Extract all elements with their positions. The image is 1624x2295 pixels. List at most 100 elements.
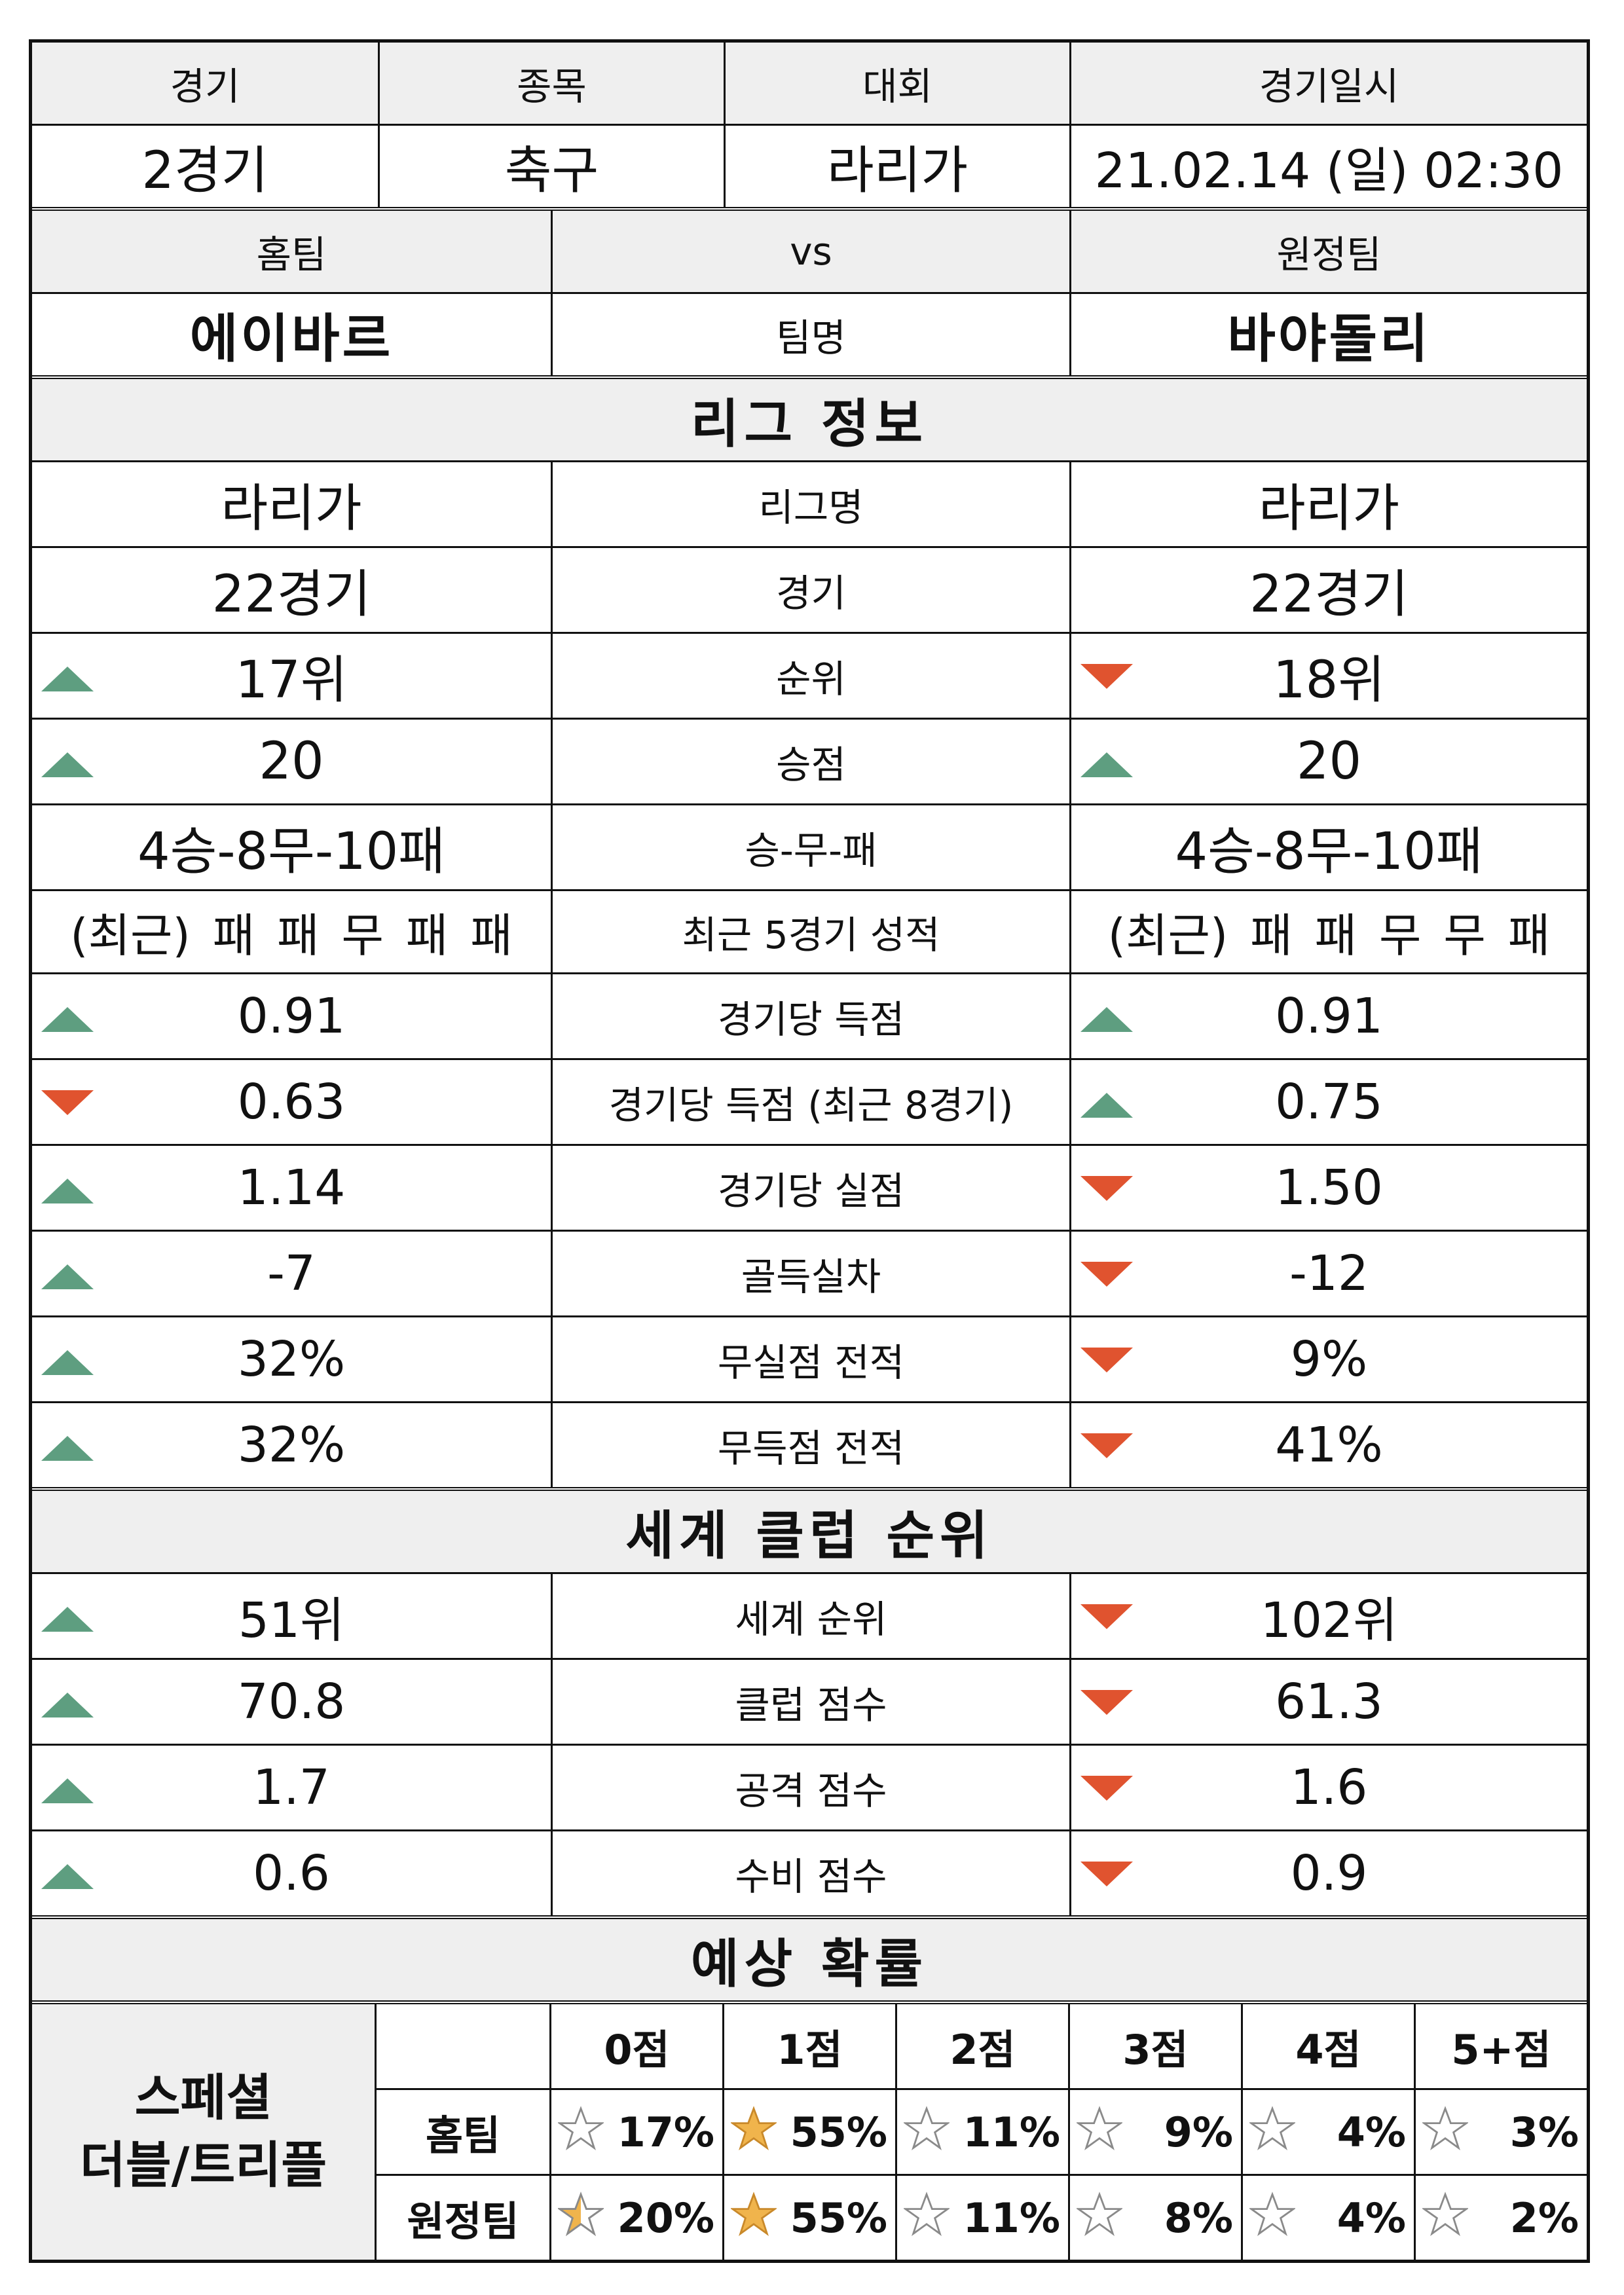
- probability-cell: 2%: [1414, 2176, 1587, 2260]
- star-filled-icon: [731, 2192, 777, 2237]
- probability-value: 4%: [1337, 2194, 1406, 2242]
- recent-form-label: 최근 5경기 성적: [551, 891, 1069, 972]
- prediction-row-name: 원정팀: [407, 2197, 519, 2245]
- star-empty-icon: [1077, 2106, 1122, 2151]
- league-home-value: 라리가: [32, 462, 551, 546]
- league-stat-stat-label-text: 무득점 전적: [717, 1426, 905, 1471]
- probability-value: 55%: [790, 2194, 887, 2242]
- vs-header: vs: [551, 211, 1069, 292]
- triangle-up-icon: [41, 667, 94, 691]
- probability-value: 17%: [617, 2108, 714, 2156]
- league-home-value-text: 22경기: [212, 565, 371, 624]
- league-stat-home-value-text: 0.91: [237, 988, 346, 1044]
- world-row: 70.8 클럽 점수 61.3: [32, 1658, 1587, 1744]
- score-column-header: 2점: [895, 2004, 1068, 2088]
- world-home-value-text: 0.6: [253, 1845, 330, 1901]
- home-team-name: 에이바르: [189, 308, 394, 369]
- league-home-value: 20: [32, 720, 551, 803]
- probability-cell: 20%: [549, 2176, 722, 2260]
- recent-form-row: (최근) 패 패 무 패 패 최근 5경기 성적 (최근) 패 패 무 무 패: [32, 889, 1587, 972]
- league-stat-row: 0.63 경기당 득점 (최근 8경기) 0.75: [32, 1058, 1587, 1144]
- home-team-header: 홈팀: [32, 211, 551, 292]
- league-stat-home-value: 1.14: [32, 1146, 551, 1230]
- home-recent-2: 패: [277, 908, 320, 963]
- probability-cell: 4%: [1241, 2090, 1414, 2174]
- league-away-value-text: 4승-8무-10패: [1175, 822, 1483, 881]
- triangle-up-icon: [41, 752, 94, 777]
- league-row: 17위 순위 18위: [32, 632, 1587, 718]
- star-empty-icon: [1249, 2192, 1295, 2237]
- world-stat-label-text: 공격 점수: [735, 1769, 887, 1813]
- star-empty-icon: [904, 2106, 950, 2151]
- probability-cell: 4%: [1241, 2176, 1414, 2260]
- world-row: 0.6 수비 점수 0.9: [32, 1829, 1587, 1915]
- probability-cell: 11%: [895, 2090, 1068, 2174]
- star-empty-icon: [1422, 2192, 1468, 2237]
- league-stat-home-value-text: -7: [267, 1245, 316, 1302]
- world-away-value-text: 61.3: [1275, 1674, 1383, 1730]
- probability-value: 11%: [963, 2194, 1060, 2242]
- sport-header: 종목: [378, 43, 724, 124]
- league-stat-stat-label: 무득점 전적: [551, 1403, 1069, 1487]
- triangle-up-icon: [41, 1864, 94, 1889]
- probability-value: 3%: [1509, 2108, 1579, 2156]
- league-away-value-text: 20: [1296, 732, 1362, 791]
- teams-section: 홈팀 vs 원정팀 에이바르 팀명 바야돌리: [32, 207, 1587, 375]
- league-stat-home-value-text: 0.63: [237, 1074, 346, 1130]
- league-away-value: 22경기: [1069, 548, 1587, 632]
- world-stat-label-text: 클럽 점수: [735, 1683, 887, 1727]
- league-stat-label-text: 순위: [776, 657, 846, 701]
- match-no-header: 경기: [32, 43, 378, 124]
- triangle-up-icon: [41, 1264, 94, 1289]
- match-info-section: 경기 종목 대회 경기일시 2경기 축구 라리가 21.02.14 (일) 02…: [32, 43, 1587, 207]
- triangle-down-icon: [1080, 1776, 1133, 1801]
- triangle-up-icon: [41, 1436, 94, 1461]
- league-stat-row: -7 골득실차 -12: [32, 1230, 1587, 1315]
- league-stat-label-text: 리그명: [758, 485, 864, 530]
- probability-cell: 8%: [1068, 2176, 1241, 2260]
- prediction-grid: 0점 1점 2점 3점 4점 5+점 홈팀 17% 55% 11% 9% 4% 3% 원정팀 20% 55% 1…: [377, 2004, 1587, 2260]
- league-stat-row: 0.91 경기당 득점 0.91: [32, 972, 1587, 1058]
- triangle-up-icon: [41, 1350, 94, 1375]
- league-home-value-text: 라리가: [221, 479, 362, 538]
- league-home-value-text: 4승-8무-10패: [137, 822, 446, 881]
- datetime-value: 21.02.14 (일) 02:30: [1069, 126, 1587, 207]
- league-away-value-text: 18위: [1272, 651, 1385, 710]
- prediction-title: 예상 확률: [32, 1919, 1587, 2000]
- probability-cell: 11%: [895, 2176, 1068, 2260]
- league-info-section: 리그 정보 라리가 리그명 라리가 22경기 경기 22경기 17위 순위 18위 20 승점 20 4…: [32, 375, 1587, 1487]
- score-column-header: 5+점: [1414, 2004, 1587, 2088]
- away-recent-1: 패: [1250, 908, 1293, 963]
- world-away-value: 1.6: [1069, 1746, 1587, 1829]
- world-home-value: 51위: [32, 1574, 551, 1658]
- triangle-up-icon: [41, 1607, 94, 1632]
- triangle-down-icon: [1080, 664, 1133, 689]
- world-home-value: 0.6: [32, 1831, 551, 1915]
- world-stat-label-text: 세계 순위: [735, 1597, 887, 1642]
- league-info-title: 리그 정보: [32, 379, 1587, 460]
- probability-cell: 17%: [549, 2090, 722, 2174]
- league-stat-home-value-text: 1.14: [237, 1160, 346, 1216]
- recent-prefix: (최근): [70, 908, 191, 963]
- datetime-header: 경기일시: [1069, 43, 1587, 124]
- league-stat-away-value: -12: [1069, 1232, 1587, 1315]
- world-stat-label: 클럽 점수: [551, 1660, 1069, 1744]
- league-stat-label: 경기: [551, 548, 1069, 632]
- star-empty-icon: [558, 2106, 604, 2151]
- league-stat-row: 32% 무실점 전적 9%: [32, 1315, 1587, 1401]
- world-away-value: 0.9: [1069, 1831, 1587, 1915]
- world-row: 1.7 공격 점수 1.6: [32, 1744, 1587, 1829]
- away-recent-form: (최근) 패 패 무 무 패: [1069, 891, 1587, 972]
- probability-value: 9%: [1164, 2108, 1233, 2156]
- star-filled-icon: [731, 2106, 777, 2151]
- world-away-value: 102위: [1069, 1574, 1587, 1658]
- probability-value: 4%: [1337, 2108, 1406, 2156]
- competition-header: 대회: [724, 43, 1069, 124]
- star-empty-icon: [1422, 2106, 1468, 2151]
- league-stat-away-value-text: -12: [1289, 1245, 1369, 1302]
- league-stat-label: 승-무-패: [551, 805, 1069, 889]
- world-away-value-text: 0.9: [1290, 1845, 1368, 1901]
- away-recent-3: 무: [1379, 908, 1422, 963]
- home-recent-5: 패: [470, 908, 513, 963]
- special-label-line2: 더블/트리플: [79, 2136, 327, 2194]
